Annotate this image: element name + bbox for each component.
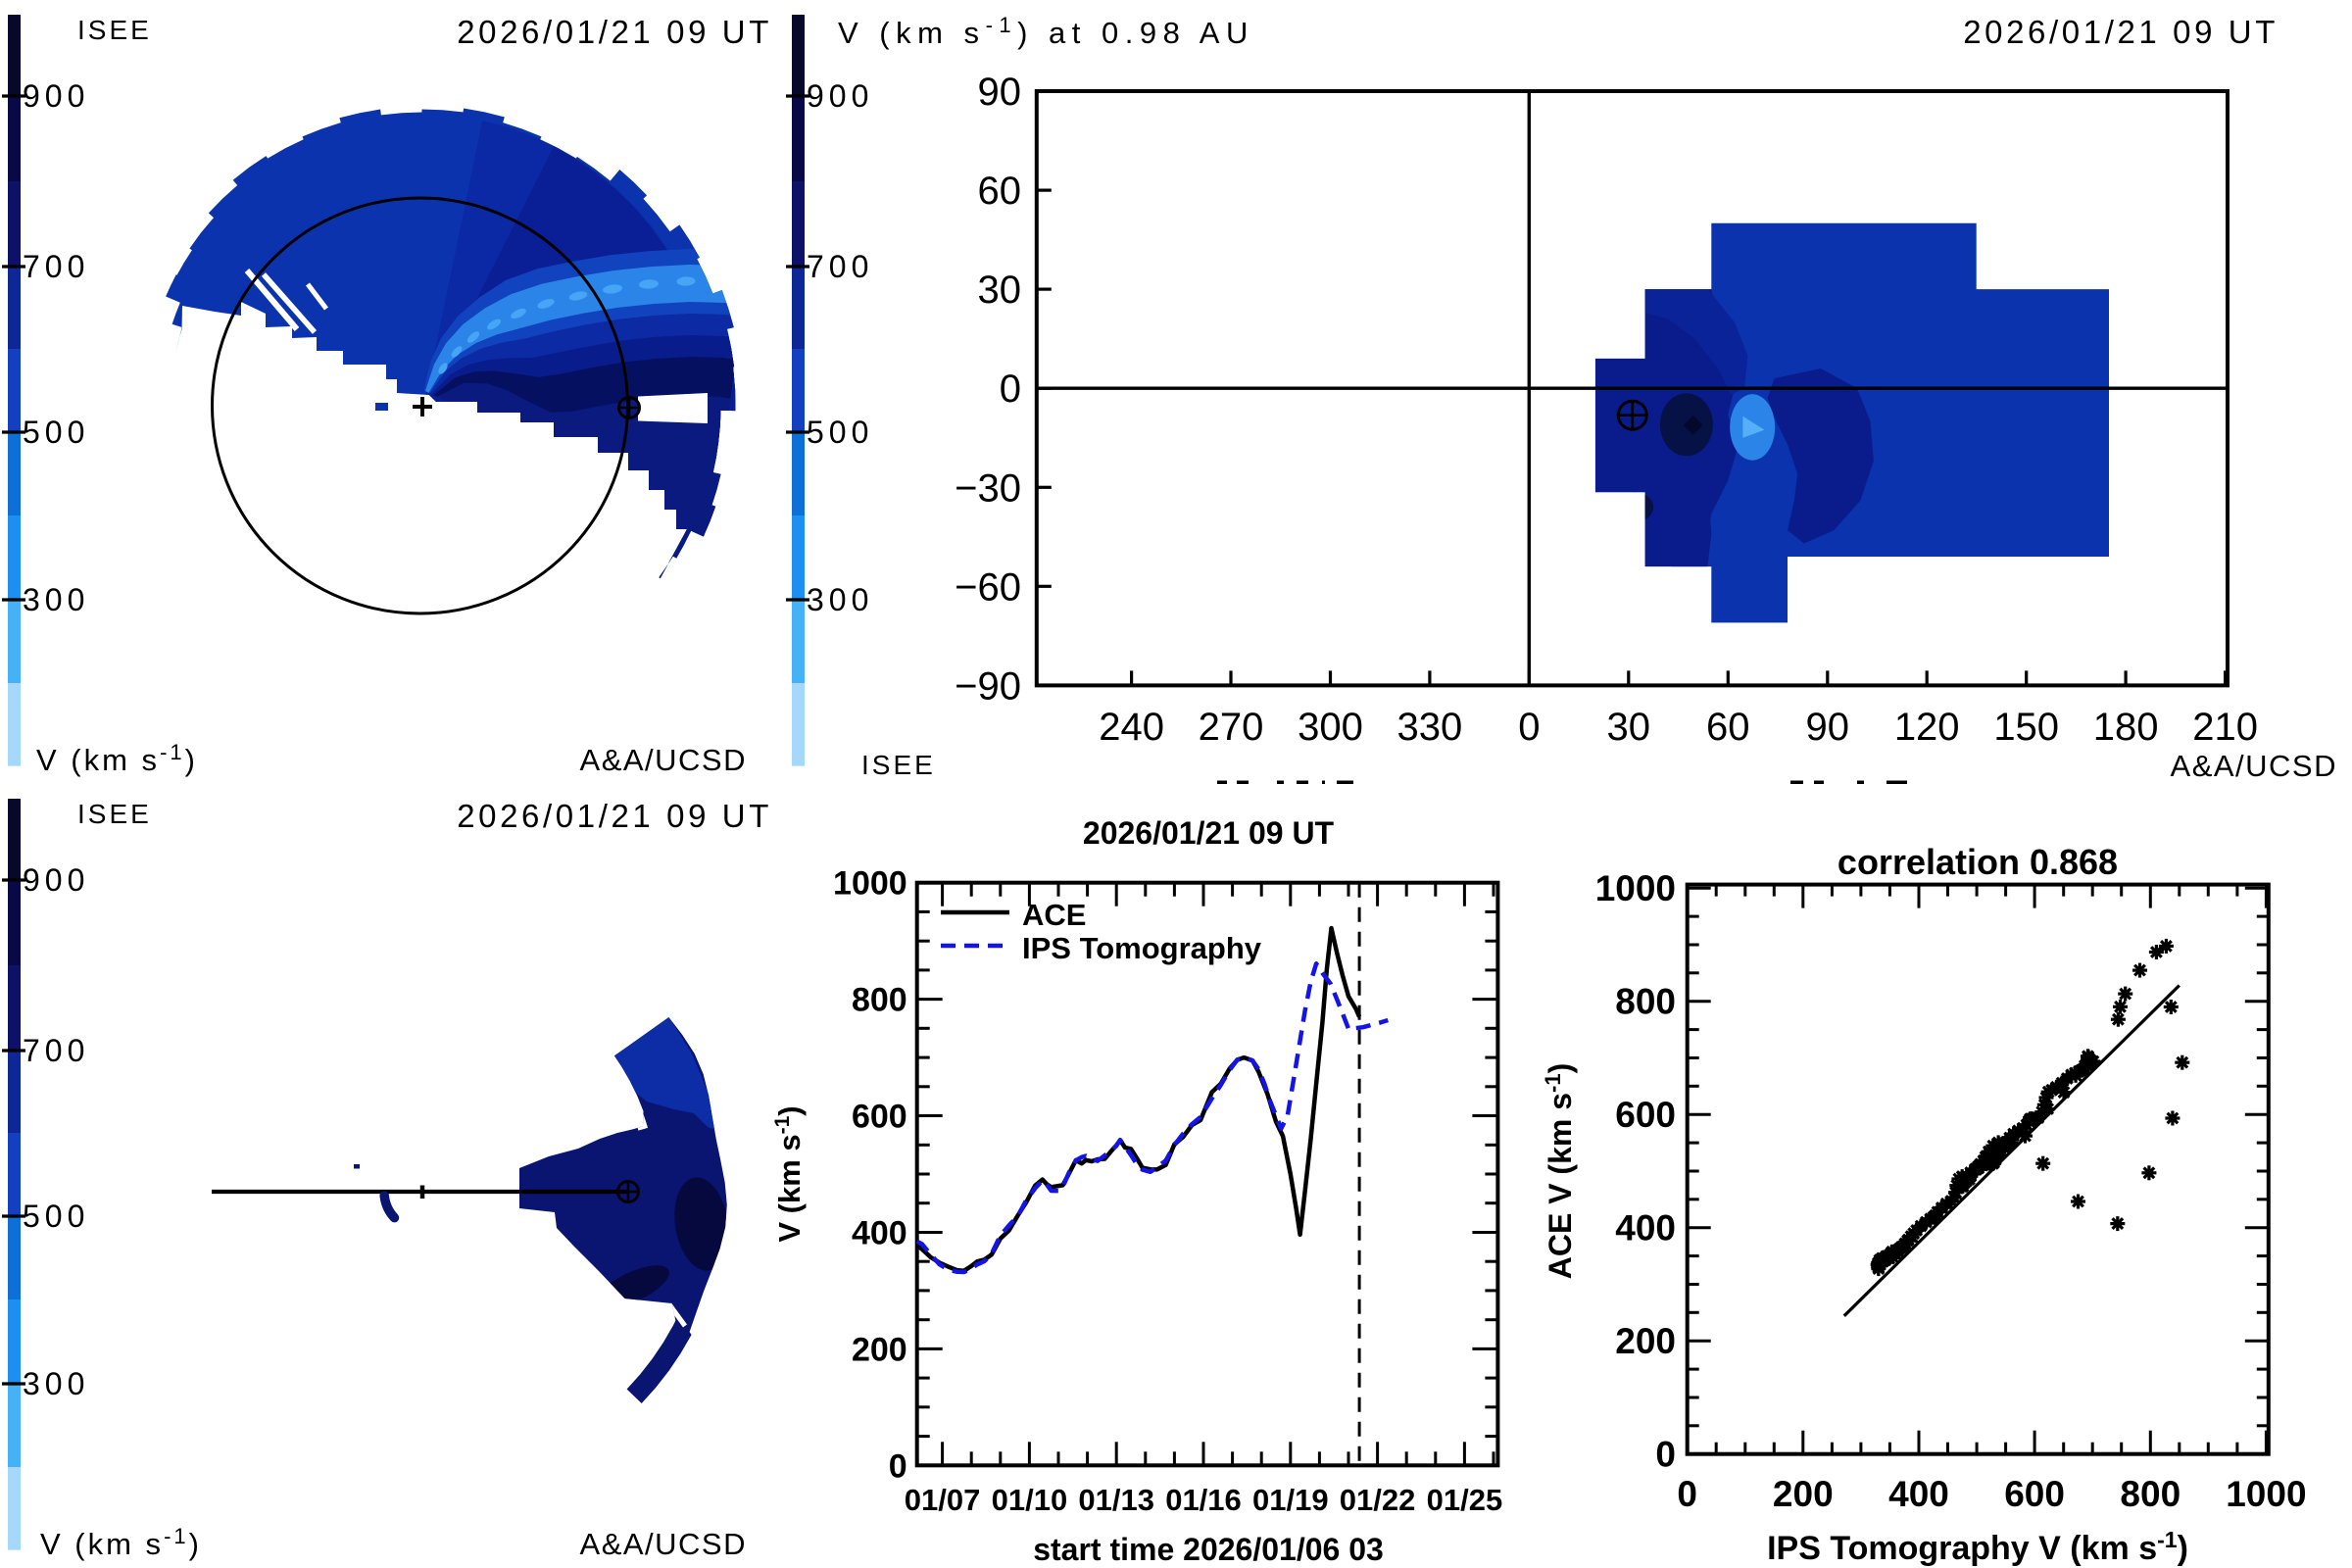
svg-text:01/10: 01/10	[992, 1483, 1068, 1517]
svg-text:90: 90	[978, 71, 1022, 114]
svg-text:180: 180	[2093, 706, 2159, 749]
svg-text:800: 800	[2120, 1474, 2180, 1514]
svg-text:700: 700	[23, 249, 89, 284]
svg-text:330: 330	[1397, 706, 1463, 749]
svg-text:1000: 1000	[833, 865, 907, 903]
svg-text:500: 500	[23, 415, 89, 450]
svg-text:60: 60	[978, 170, 1022, 213]
svg-text:300: 300	[23, 1366, 89, 1401]
svg-text:270: 270	[1199, 706, 1264, 749]
svg-text:500: 500	[807, 415, 873, 450]
svg-text:IPS Tomography V (km s-1): IPS Tomography V (km s-1)	[1767, 1527, 2188, 1567]
svg-text:ACE V (km s-1): ACE V (km s-1)	[1541, 1063, 1578, 1280]
svg-text:V (km s-1): V (km s-1)	[40, 1524, 202, 1561]
svg-text:120: 120	[1894, 706, 1960, 749]
svg-text:400: 400	[1615, 1208, 1676, 1249]
svg-text:800: 800	[852, 982, 907, 1019]
svg-text:300: 300	[1298, 706, 1363, 749]
svg-text:700: 700	[23, 1033, 89, 1068]
svg-text:900: 900	[23, 862, 89, 898]
svg-text:V (km s-1): V (km s-1)	[771, 1105, 807, 1242]
svg-text:IPS Tomography: IPS Tomography	[1022, 931, 1262, 965]
svg-text:210: 210	[2192, 706, 2258, 749]
svg-text:0: 0	[1677, 1474, 1697, 1514]
svg-text:0: 0	[1518, 706, 1540, 749]
svg-text:400: 400	[1888, 1474, 1949, 1514]
svg-text:1000: 1000	[2226, 1474, 2306, 1514]
svg-text:01/19: 01/19	[1252, 1483, 1329, 1517]
svg-text:1000: 1000	[1595, 868, 1676, 908]
svg-text:A&A/UCSD: A&A/UCSD	[2171, 749, 2337, 783]
svg-text:500: 500	[23, 1199, 89, 1234]
svg-text:01/25: 01/25	[1427, 1483, 1503, 1517]
svg-text:200: 200	[852, 1331, 907, 1368]
svg-text:900: 900	[807, 78, 873, 114]
svg-text:0: 0	[1000, 368, 1021, 411]
svg-text:ACE: ACE	[1022, 898, 1086, 932]
svg-text:600: 600	[852, 1099, 907, 1136]
svg-text:2026/01/21 09 UT: 2026/01/21 09 UT	[1083, 815, 1335, 851]
svg-text:700: 700	[807, 249, 873, 284]
svg-text:400: 400	[852, 1215, 907, 1252]
svg-text:01/07: 01/07	[905, 1483, 981, 1517]
svg-text:01/22: 01/22	[1340, 1483, 1416, 1517]
svg-text:A&A/UCSD: A&A/UCSD	[580, 743, 747, 777]
svg-text:−60: −60	[955, 565, 1021, 609]
svg-text:800: 800	[1615, 982, 1676, 1022]
svg-text:01/16: 01/16	[1165, 1483, 1242, 1517]
svg-text:−90: −90	[955, 664, 1021, 708]
svg-text:A&A/UCSD: A&A/UCSD	[580, 1527, 747, 1561]
svg-text:240: 240	[1099, 706, 1164, 749]
svg-text:60: 60	[1706, 706, 1750, 749]
svg-text:01/13: 01/13	[1078, 1483, 1154, 1517]
svg-text:start time 2026/01/06 03: start time 2026/01/06 03	[1033, 1532, 1384, 1567]
svg-text:correlation 0.868: correlation 0.868	[1838, 842, 2118, 882]
svg-text:900: 900	[23, 78, 89, 114]
svg-text:200: 200	[1773, 1474, 1834, 1514]
svg-text:V (km s-1): V (km s-1)	[36, 740, 198, 777]
svg-text:30: 30	[978, 269, 1022, 312]
svg-text:0: 0	[1655, 1435, 1676, 1475]
svg-text:0: 0	[889, 1447, 907, 1485]
svg-text:V (km s-1) at 0.98 AU: V (km s-1) at 0.98 AU	[838, 13, 1254, 50]
svg-text:ISEE: ISEE	[861, 750, 936, 780]
svg-text:30: 30	[1607, 706, 1651, 749]
svg-text:2026/01/21 09 UT: 2026/01/21 09 UT	[457, 798, 772, 834]
svg-text:ISEE: ISEE	[77, 799, 152, 829]
svg-text:150: 150	[1993, 706, 2059, 749]
svg-text:2026/01/21 09 UT: 2026/01/21 09 UT	[1963, 14, 2278, 50]
svg-text:−30: −30	[955, 466, 1021, 510]
svg-text:ISEE: ISEE	[77, 15, 152, 45]
svg-text:300: 300	[23, 582, 89, 617]
svg-text:200: 200	[1615, 1321, 1676, 1361]
svg-text:600: 600	[2004, 1474, 2065, 1514]
svg-text:2026/01/21 09 UT: 2026/01/21 09 UT	[457, 14, 772, 50]
svg-text:600: 600	[1615, 1095, 1676, 1135]
svg-text:90: 90	[1806, 706, 1850, 749]
svg-text:300: 300	[807, 582, 873, 617]
